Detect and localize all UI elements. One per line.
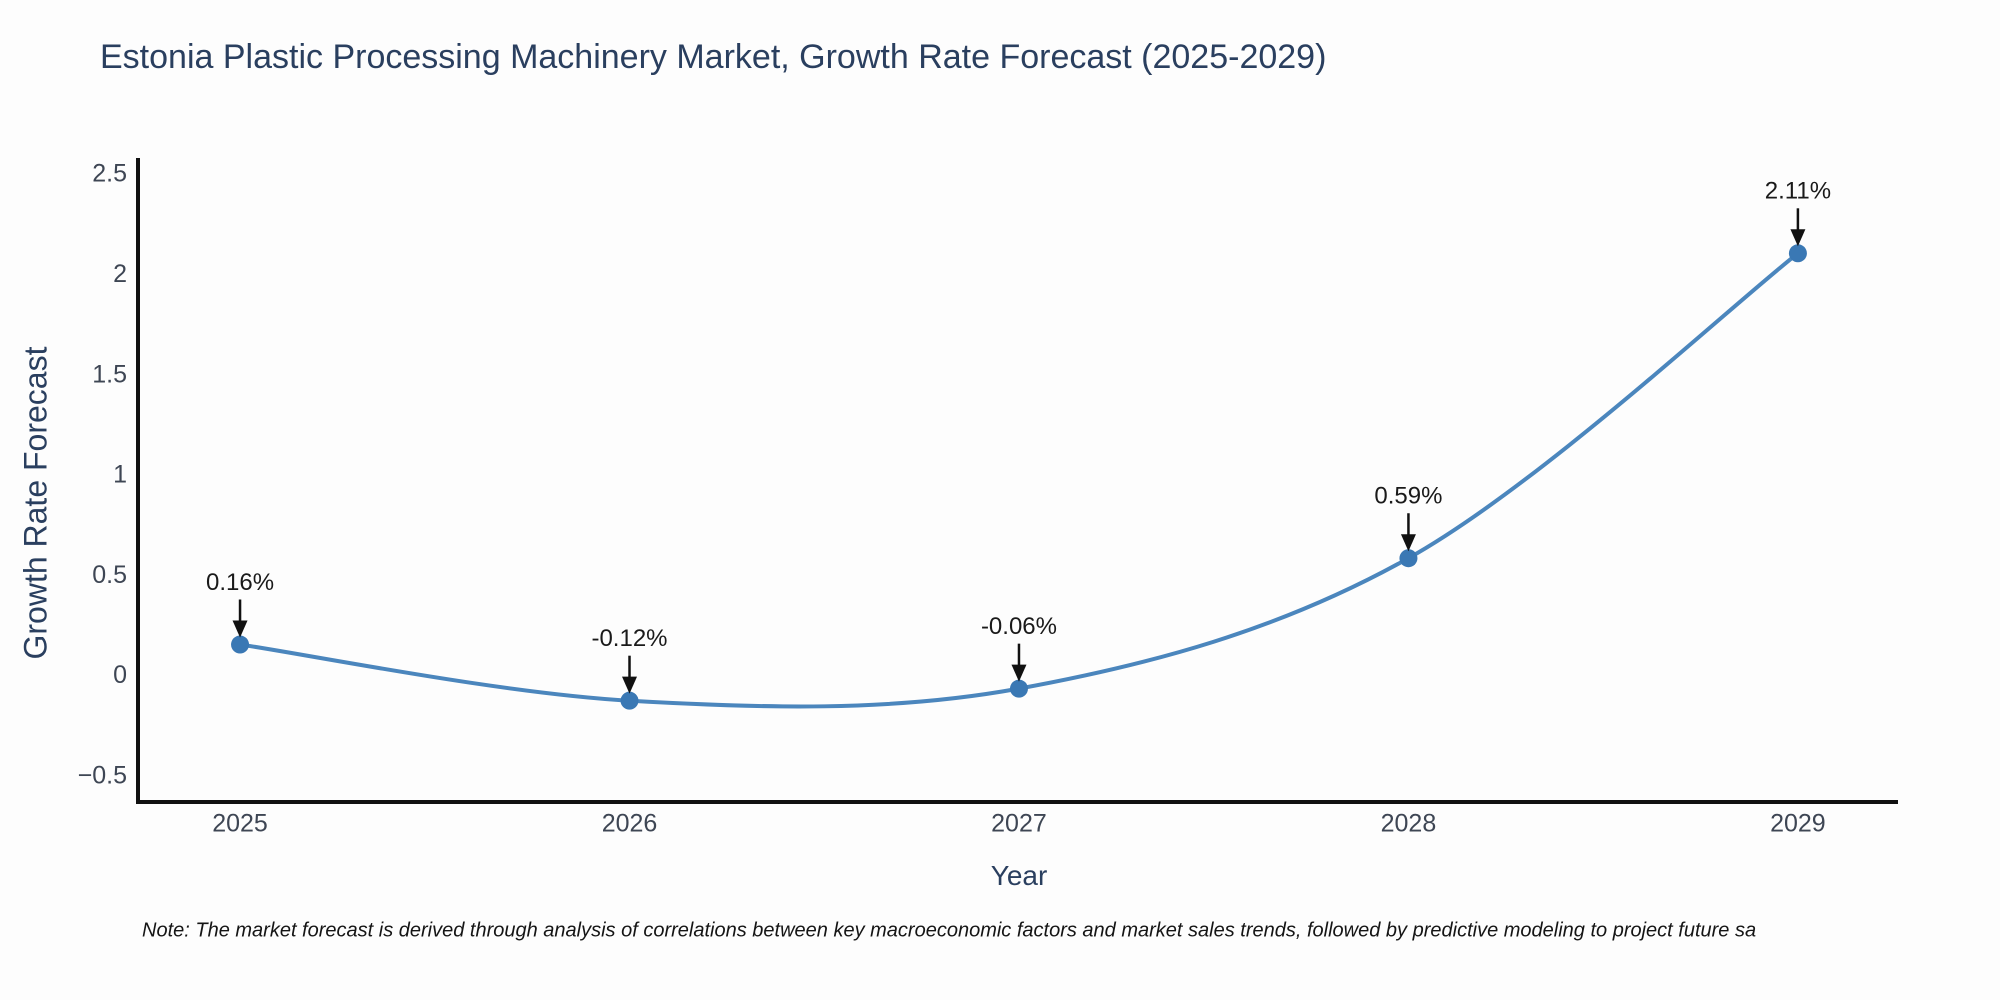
annotation-arrowhead-icon: [622, 676, 638, 694]
x-tick-label: 2027: [991, 810, 1047, 838]
x-tick-label: 2028: [1381, 810, 1437, 838]
series-line: [239, 251, 1800, 709]
annotation-arrowhead-icon: [1011, 664, 1027, 682]
point-annotation: -0.06%: [981, 613, 1057, 682]
y-tick-label: 2: [113, 260, 127, 288]
x-tick-label: 2025: [212, 810, 268, 838]
point-annotation-label: -0.06%: [981, 613, 1057, 640]
x-axis-title: Year: [990, 860, 1048, 891]
annotation-arrowhead-icon: [1400, 534, 1416, 552]
data-point-marker: [620, 691, 639, 710]
point-annotation-label: 2.11%: [1765, 178, 1831, 205]
x-tick-label: 2026: [602, 810, 658, 838]
y-tick-label: 0.5: [92, 561, 127, 589]
point-annotation: 0.16%: [206, 569, 274, 638]
y-tick-label: 1: [113, 461, 127, 489]
annotation-arrowhead-icon: [232, 620, 248, 638]
data-point-marker: [1399, 549, 1418, 568]
chart-title: Estonia Plastic Processing Machinery Mar…: [100, 38, 1327, 76]
annotation-arrowhead-icon: [1790, 229, 1806, 247]
x-tick-label: 2029: [1770, 810, 1826, 838]
y-tick-label: −0.5: [78, 762, 127, 790]
point-annotation: 0.59%: [1374, 483, 1442, 552]
point-annotation-label: 0.59%: [1374, 483, 1442, 510]
point-annotation: -0.12%: [591, 625, 668, 694]
data-point-marker: [231, 635, 250, 654]
point-annotation-label: 0.16%: [206, 569, 274, 596]
y-tick-label: 2.5: [92, 160, 127, 188]
point-annotation: 2.11%: [1765, 178, 1831, 247]
footnote: Note: The market forecast is derived thr…: [142, 919, 1757, 942]
point-annotation-label: -0.12%: [591, 625, 667, 652]
y-tick-label: 0: [113, 661, 127, 689]
data-point-marker: [1009, 679, 1028, 698]
data-point-marker: [1788, 244, 1807, 263]
y-tick-label: 1.5: [92, 360, 127, 388]
